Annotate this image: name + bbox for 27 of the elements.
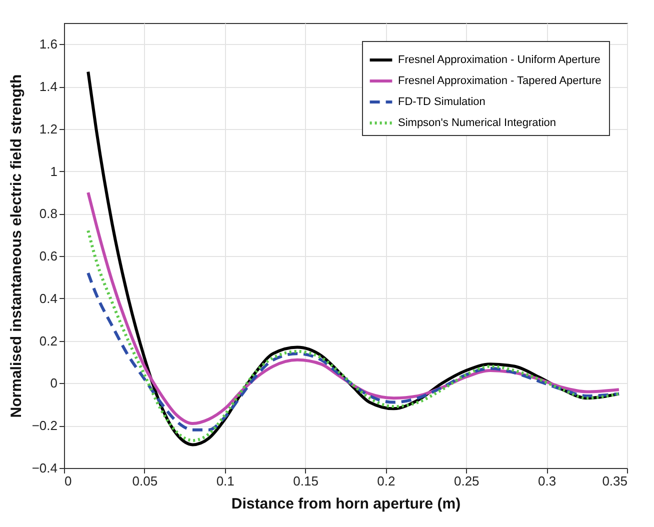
legend-label: FD-TD Simulation (398, 96, 486, 108)
x-tick-label: 0 (64, 474, 72, 488)
line-series (86, 229, 620, 442)
x-tick-label: 0.35 (602, 474, 628, 488)
legend-label: Simpson's Numerical Integration (398, 117, 556, 129)
x-tick-label: 0.2 (377, 474, 396, 488)
legend-label: Fresnel Approximation - Tapered Aperture (398, 75, 602, 87)
y-tick-label: 0 (50, 376, 58, 391)
y-tick-label: 0.2 (39, 333, 58, 348)
y-tick-label: 1.2 (39, 121, 58, 136)
x-tick-label: 0.05 (132, 474, 158, 488)
y-axis-title: Normalised instantaneous electric field strength (8, 74, 25, 418)
x-tick-label: 0.1 (216, 474, 234, 488)
y-tick-label: −0.2 (32, 418, 58, 434)
x-tick-label: 0.3 (538, 474, 556, 488)
y-tick-label: 0.6 (39, 248, 58, 264)
y-tick-label: 1 (50, 164, 58, 179)
line-series (86, 272, 620, 432)
y-tick-label: 0.4 (39, 290, 58, 306)
x-axis-title: Distance from horn aperture (m) (231, 496, 461, 512)
y-tick-label: 1.6 (39, 36, 58, 52)
y-tick-label: 0.8 (39, 206, 58, 222)
x-tick-label: 0.15 (293, 474, 318, 488)
y-tick-label: −0.4 (32, 460, 58, 476)
y-tick-label: 1.4 (39, 79, 58, 94)
legend-label: Fresnel Approximation - Uniform Aperture (398, 54, 600, 66)
x-tick-label: 0.25 (454, 474, 480, 488)
